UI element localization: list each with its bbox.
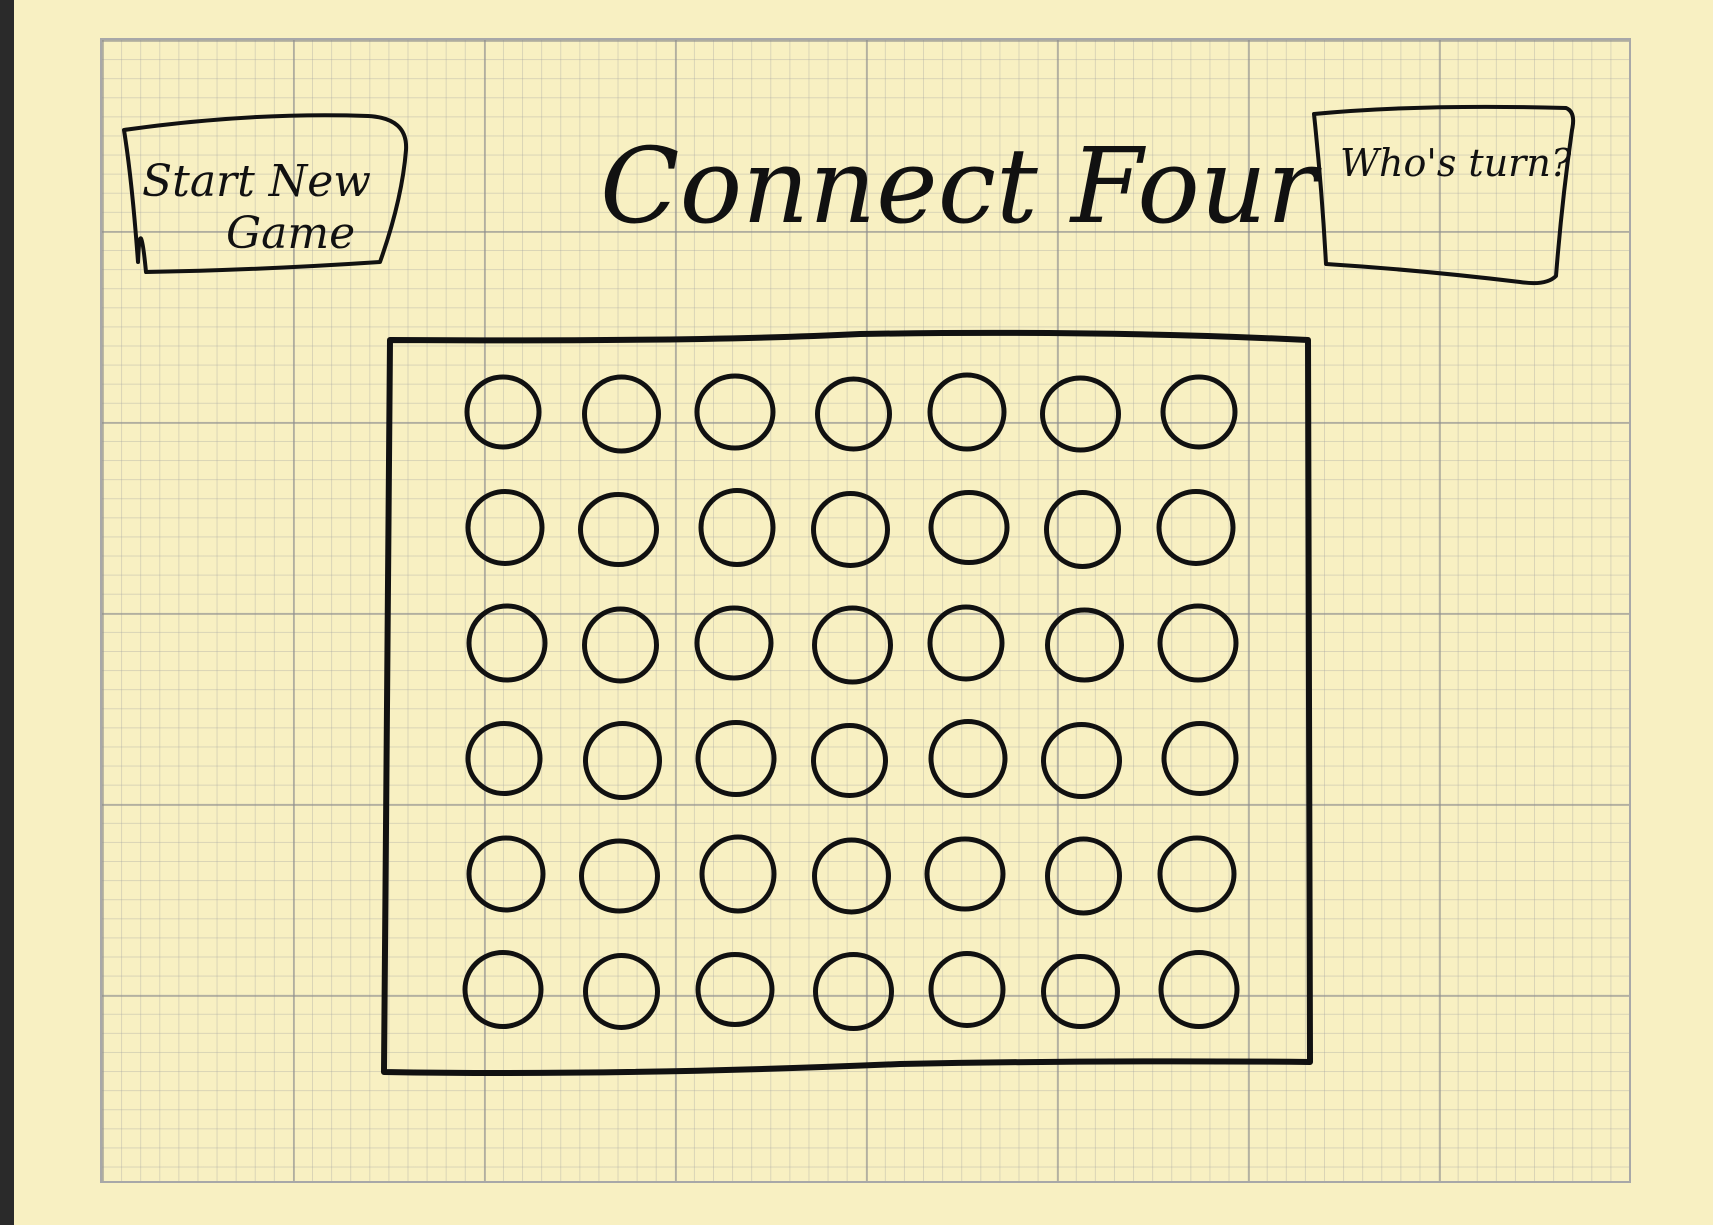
start-new-game-hit-area[interactable] <box>124 112 408 276</box>
